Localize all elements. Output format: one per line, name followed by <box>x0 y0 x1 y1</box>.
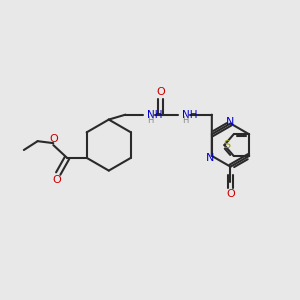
Text: H: H <box>182 116 189 125</box>
Text: H: H <box>147 116 153 125</box>
Text: N: N <box>226 116 235 127</box>
Text: O: O <box>156 87 165 97</box>
Text: S: S <box>223 140 230 150</box>
Text: O: O <box>226 189 235 199</box>
Text: NH: NH <box>147 110 163 120</box>
Text: O: O <box>53 176 62 185</box>
Text: NH: NH <box>182 110 198 120</box>
Text: O: O <box>49 134 58 144</box>
Text: N: N <box>206 153 214 163</box>
